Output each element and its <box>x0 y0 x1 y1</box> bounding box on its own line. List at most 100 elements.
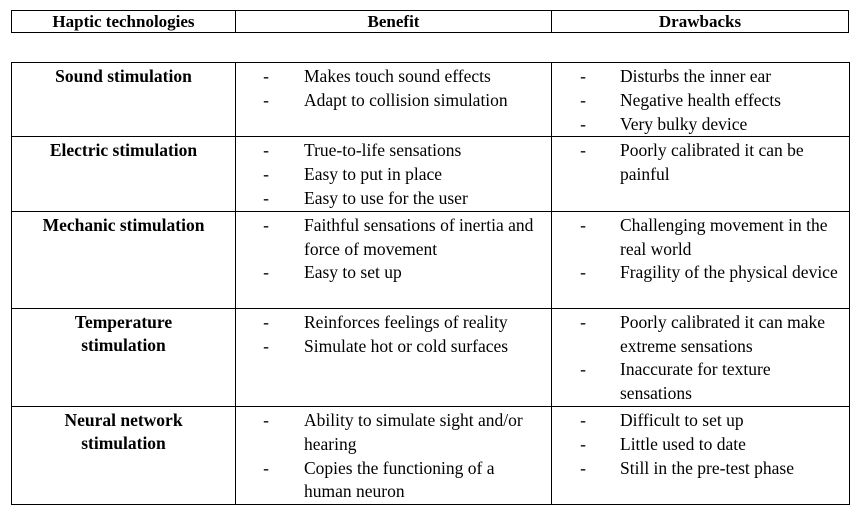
drawback-text: Very bulky device <box>620 113 748 134</box>
technology-name-cell: Temperature stimulation <box>11 307 236 407</box>
dash-bullet: - <box>580 262 586 283</box>
benefit-text: Reinforces feelings of reality <box>304 311 508 332</box>
benefit-cell: - Ability to simulate sight and/or hearin… <box>235 405 552 505</box>
benefit-item: - Simulate hot or cold surfaces <box>236 335 551 359</box>
dash-bullet: - <box>580 89 586 110</box>
drawback-item: - Little used to date <box>552 433 849 457</box>
drawback-cell: - Challenging movement in the real world -… <box>551 210 850 309</box>
benefit-cell: - Faithful sensations of inertia and forc… <box>235 210 552 309</box>
drawback-list: - Poorly calibrated it can be painful <box>552 137 849 187</box>
technology-name: stimulation <box>81 432 166 453</box>
drawback-cell: - Disturbs the inner ear - Negative health … <box>551 61 850 138</box>
dash-bullet: - <box>263 89 269 110</box>
dash-bullet: - <box>580 359 586 380</box>
dash-bullet: - <box>263 164 269 185</box>
benefit-text: Easy to use for the user <box>304 187 468 208</box>
benefit-text: Ability to simulate sight and/or hearing <box>304 409 523 454</box>
header-benefit: Benefit <box>236 11 552 32</box>
benefit-cell: - Makes touch sound effects - Adapt to coll… <box>235 61 552 138</box>
benefit-cell: - Reinforces feelings of reality - Simulate… <box>235 307 552 407</box>
benefit-text: Adapt to collision simulation <box>304 89 508 110</box>
benefit-list: - Makes touch sound effects - Adapt to coll… <box>236 63 551 113</box>
benefit-item: - Easy to set up <box>236 261 551 285</box>
drawback-text: Disturbs the inner ear <box>620 66 772 86</box>
drawback-item: - Negative health effects <box>552 89 849 113</box>
drawback-item: - Poorly calibrated it can make extreme s… <box>552 311 849 359</box>
technology-name: stimulation <box>81 334 166 355</box>
table-row: Sound stimulation - Makes touch sound effe… <box>11 61 850 138</box>
benefit-item: - Makes touch sound effects <box>236 65 551 89</box>
technology-name: Mechanic stimulation <box>42 214 205 235</box>
dash-bullet: - <box>580 140 586 161</box>
dash-bullet: - <box>263 187 269 208</box>
dash-bullet: - <box>263 409 269 430</box>
benefit-item: - True-to-life sensations <box>236 139 551 163</box>
drawback-text: Little used to date <box>620 433 746 454</box>
benefit-item: - Easy to put in place <box>236 163 551 187</box>
drawback-text: Poorly calibrated it can be painful <box>620 140 804 185</box>
drawback-item: - Poorly calibrated it can be painful <box>552 139 849 187</box>
header-haptic-technologies: Haptic technologies <box>12 11 236 32</box>
dash-bullet: - <box>263 311 269 332</box>
drawback-item: - Difficult to set up <box>552 409 849 433</box>
benefit-text: Easy to set up <box>304 262 402 283</box>
dash-bullet: - <box>263 66 269 86</box>
drawback-cell: - Poorly calibrated it can be painful <box>551 136 850 212</box>
benefit-item: - Ability to simulate sight and/or hearin… <box>236 409 551 457</box>
drawback-text: Difficult to set up <box>620 409 744 430</box>
dash-bullet: - <box>580 457 586 478</box>
technology-name-cell: Sound stimulation <box>11 61 236 138</box>
drawback-text: Still in the pre-test phase <box>620 457 794 478</box>
table-row: Mechanic stimulation - Faithful sensations… <box>11 210 850 309</box>
dash-bullet: - <box>263 140 269 161</box>
benefit-text: Simulate hot or cold surfaces <box>304 335 509 356</box>
drawback-item: - Fragility of the physical device <box>552 261 849 285</box>
drawback-text: Fragility of the physical device <box>620 262 838 283</box>
technology-name-cell: Neural network stimulation <box>11 405 236 505</box>
drawback-cell: - Difficult to set up - Little used to date… <box>551 405 850 505</box>
table-row: Electric stimulation - True-to-life sensat… <box>11 136 850 212</box>
benefit-list: - Reinforces feelings of reality - Simulate… <box>236 309 551 359</box>
benefit-text: Easy to put in place <box>304 164 443 185</box>
technology-name: Temperature <box>74 311 173 332</box>
drawback-list: - Disturbs the inner ear - Negative health … <box>552 63 849 136</box>
haptic-table: Sound stimulation - Makes touch sound effe… <box>11 61 850 505</box>
benefit-item: - Easy to use for the user <box>236 187 551 211</box>
drawback-item: - Challenging movement in the real world <box>552 214 849 262</box>
dash-bullet: - <box>580 311 586 332</box>
technology-name: Electric stimulation <box>49 140 198 161</box>
table-header: Haptic technologies Benefit Drawbacks <box>11 10 849 33</box>
drawback-item: - Disturbs the inner ear <box>552 65 849 89</box>
drawback-item: - Still in the pre-test phase <box>552 457 849 481</box>
benefit-text: Copies the functioning of a human neuron <box>304 457 495 502</box>
technology-name-cell: Mechanic stimulation <box>11 210 236 309</box>
benefit-list: - Ability to simulate sight and/or hearin… <box>236 407 551 504</box>
table-row: Neural network stimulation - Ability to sim… <box>11 405 850 505</box>
drawback-text: Inaccurate for texture sensations <box>620 359 771 404</box>
drawback-text: Challenging movement in the real world <box>620 214 828 259</box>
drawback-text: Poorly calibrated it can make extreme se… <box>620 311 826 356</box>
dash-bullet: - <box>263 335 269 356</box>
header-drawbacks: Drawbacks <box>658 11 742 31</box>
benefit-item: - Copies the functioning of a human neuro… <box>236 457 551 505</box>
dash-bullet: - <box>263 214 269 235</box>
drawback-list: - Challenging movement in the real world -… <box>552 212 849 285</box>
drawback-list: - Difficult to set up - Little used to date… <box>552 407 849 480</box>
technology-name-cell: Electric stimulation <box>11 136 236 212</box>
benefit-text: Makes touch sound effects <box>304 66 491 86</box>
benefit-list: - True-to-life sensations - Easy to put in … <box>236 137 551 210</box>
benefit-item: - Reinforces feelings of reality <box>236 311 551 335</box>
technology-name: Sound stimulation <box>55 66 192 86</box>
benefit-text: Faithful sensations of inertia and force… <box>304 214 534 259</box>
dash-bullet: - <box>580 409 586 430</box>
dash-bullet: - <box>580 214 586 235</box>
drawback-text: Negative health effects <box>620 89 781 110</box>
dash-bullet: - <box>580 66 586 86</box>
drawback-list: - Poorly calibrated it can make extreme s… <box>552 309 849 406</box>
benefit-cell: - True-to-life sensations - Easy to put in … <box>235 136 552 212</box>
drawback-cell: - Poorly calibrated it can make extreme s… <box>551 307 850 407</box>
benefit-item: - Faithful sensations of inertia and forc… <box>236 214 551 262</box>
table-row: Temperature stimulation - Reinforces feelin… <box>11 307 850 407</box>
dash-bullet: - <box>580 113 586 134</box>
technology-name: Neural network <box>64 409 183 430</box>
